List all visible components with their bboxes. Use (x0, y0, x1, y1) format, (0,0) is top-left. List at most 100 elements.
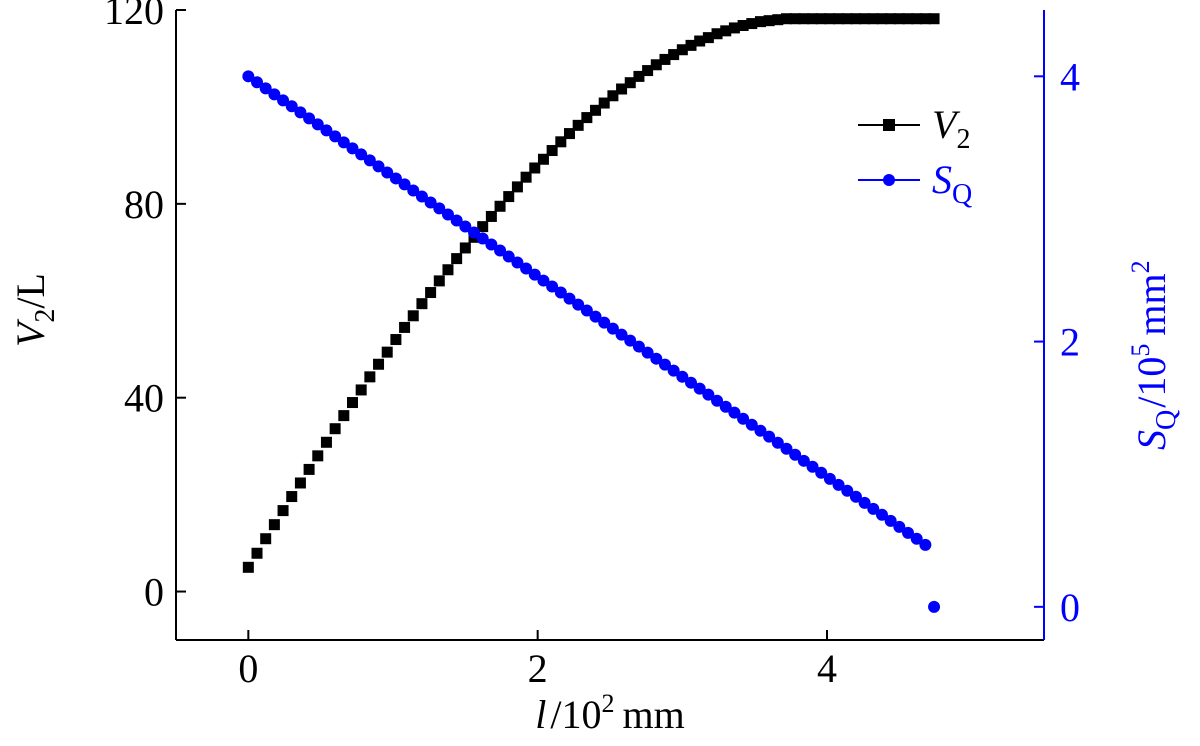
x-axis-title-exp: 2 (602, 689, 615, 718)
v2-point (668, 49, 680, 61)
v2-point (685, 39, 697, 51)
x-axis-title: l/102 mm (535, 689, 684, 737)
v2-point (780, 13, 792, 25)
sq-point (528, 268, 541, 281)
v2-point (320, 436, 332, 448)
v2-point (815, 13, 827, 25)
x-axis-title-var: l (535, 692, 546, 737)
v2-point (807, 13, 819, 25)
x-axis-title-unit: mm (623, 692, 685, 737)
sq-point (737, 412, 750, 425)
v2-point (537, 153, 549, 165)
sq-point (468, 226, 481, 239)
left-y-axis-title-sub: 2 (30, 309, 61, 323)
right-y-axis-title-sub: Q (1151, 410, 1182, 430)
sq-point (789, 448, 802, 461)
sq-point (563, 292, 576, 305)
sq-point (719, 400, 732, 413)
sq-point (797, 454, 810, 467)
v2-point (893, 13, 905, 25)
legend-v2-marker (883, 119, 895, 131)
left-y-tick-label: 0 (144, 570, 164, 615)
v2-point (798, 13, 810, 25)
sq-point (893, 520, 906, 533)
sq-point (598, 316, 611, 329)
v2-point (659, 53, 671, 65)
v2-point (329, 423, 341, 435)
sq-point (398, 178, 411, 191)
v2-point (919, 13, 931, 25)
sq-point (572, 298, 585, 311)
v2-point (286, 491, 298, 503)
v2-point (477, 221, 489, 233)
left-y-tick-label: 80 (124, 182, 164, 227)
sq-point (277, 94, 290, 107)
sq-point (658, 358, 671, 371)
v2-point (720, 25, 732, 37)
sq-point (910, 532, 923, 545)
sq-point (459, 220, 472, 233)
right-y-axis-title-var: S (1129, 430, 1174, 450)
sq-point (580, 304, 593, 317)
sq-point (754, 424, 767, 437)
v2-point (911, 13, 923, 25)
sq-point (632, 340, 645, 353)
v2-point (754, 16, 766, 28)
sq-point (337, 136, 350, 149)
sq-point (381, 166, 394, 179)
v2-point (841, 13, 853, 25)
v2-point (867, 13, 879, 25)
sq-point (884, 514, 897, 527)
v2-point (642, 65, 654, 77)
axes-group (175, 10, 1045, 641)
sq-point (771, 436, 784, 449)
v2-point (824, 13, 836, 25)
sq-point (450, 214, 463, 227)
v2-point (390, 334, 402, 346)
sq-point (494, 244, 507, 257)
sq-point (320, 124, 333, 137)
v2-point (928, 13, 940, 25)
sq-point (849, 490, 862, 503)
sq-point (303, 112, 316, 125)
v2-point (303, 463, 315, 475)
v2-point (572, 119, 584, 131)
sq-point (424, 196, 437, 209)
sq-point (372, 160, 385, 173)
x-axis-title-sep: / (550, 692, 562, 737)
v2-point (581, 112, 593, 124)
v2-point (590, 104, 602, 116)
sq-point (242, 70, 255, 83)
sq-point (346, 142, 359, 155)
series-sq-group (242, 70, 941, 613)
v2-point (433, 275, 445, 287)
v2-point (563, 128, 575, 140)
v2-point (607, 90, 619, 102)
sq-point (780, 442, 793, 455)
sq-point (902, 526, 915, 539)
sq-point (711, 394, 724, 407)
v2-point (494, 200, 506, 212)
right-y-tick-label: 2 (1060, 320, 1080, 365)
sq-point (329, 130, 342, 143)
v2-point (694, 35, 706, 47)
v2-point (511, 181, 523, 193)
v2-point (520, 171, 532, 183)
v2-point (312, 450, 324, 462)
right-y-tick-label: 0 (1060, 585, 1080, 630)
right-y-axis-title-unit: mm (1129, 273, 1174, 335)
sq-point (415, 190, 428, 203)
v2-point (442, 264, 454, 276)
sq-point (815, 466, 828, 479)
v2-point (833, 13, 845, 25)
sq-point (650, 352, 663, 365)
v2-point (859, 13, 871, 25)
v2-point (381, 346, 393, 358)
right-y-axis-title-sep: / (1129, 396, 1174, 408)
sq-point (485, 238, 498, 251)
v2-point (633, 70, 645, 82)
sq-point (259, 82, 272, 95)
legend-sq-sub: Q (952, 179, 972, 210)
sq-point (693, 382, 706, 395)
